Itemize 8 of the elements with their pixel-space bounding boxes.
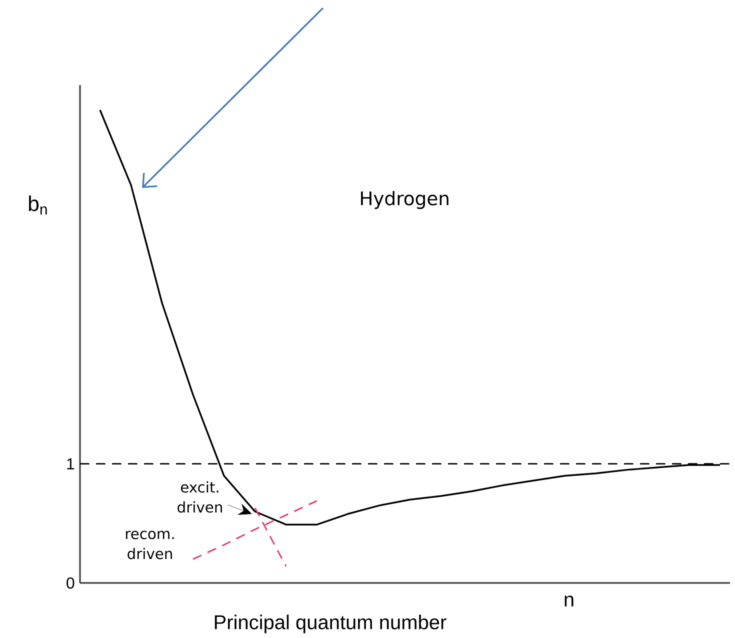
- y-tick-label: 0: [66, 577, 74, 589]
- series-label: recom. driven: [126, 530, 174, 560]
- annotation: Hydrogen: [361, 190, 448, 210]
- y-axis-title: b$_{n}$: [28, 196, 47, 214]
- text: excit. driven: [178, 481, 222, 513]
- x-axis-title: Principal quantum number: [214, 614, 446, 634]
- text: n: [564, 596, 574, 606]
- y-tick-label: 1: [67, 458, 74, 470]
